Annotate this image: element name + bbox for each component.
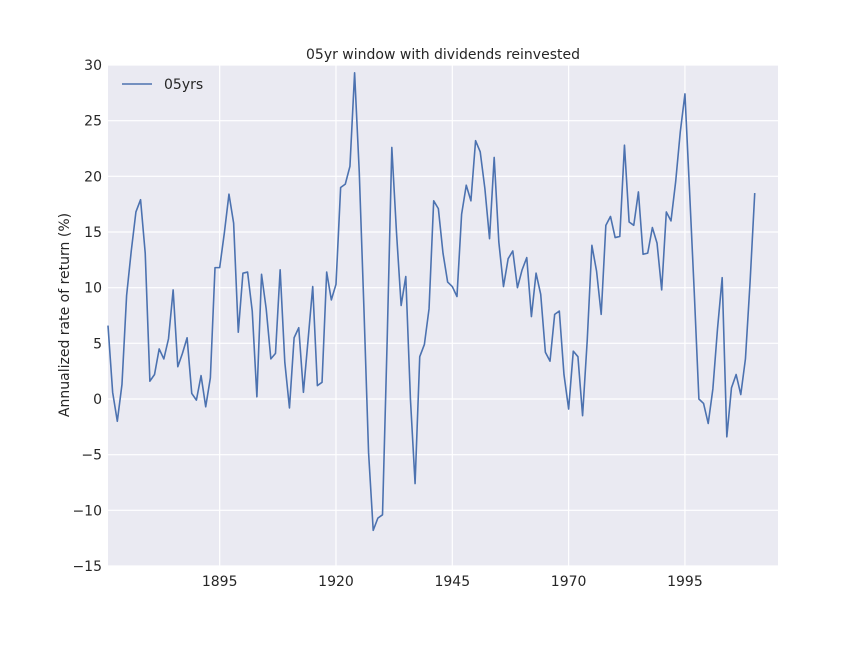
x-tick-label: 1945: [434, 574, 470, 590]
x-tick-labels: 1895 1920 1945 1970 1995: [202, 574, 703, 590]
chart-title: 05yr window with dividends reinvested: [306, 47, 580, 63]
legend-label: 05yrs: [164, 77, 203, 93]
y-tick-label: −15: [72, 559, 102, 575]
y-tick-label: 0: [93, 392, 102, 408]
x-tick-label: 1895: [202, 574, 238, 590]
y-tick-label: 15: [84, 225, 102, 241]
y-tick-label: 5: [93, 336, 102, 352]
y-tick-labels: −15 −10 −5 0 5 10 15 20 25 30: [72, 58, 102, 575]
y-tick-label: −5: [81, 448, 102, 464]
plot-area: [108, 65, 778, 566]
y-tick-label: 25: [84, 114, 102, 130]
x-tick-label: 1995: [667, 574, 703, 590]
legend: 05yrs: [122, 77, 203, 93]
x-tick-label: 1920: [318, 574, 354, 590]
y-tick-label: 10: [84, 281, 102, 297]
y-axis-label: Annualized rate of return (%): [57, 213, 73, 417]
series-line: [107, 71, 756, 532]
y-tick-label: 30: [84, 58, 102, 74]
grid-lines: [108, 64, 778, 567]
y-tick-label: 20: [84, 169, 102, 185]
series-layer: [107, 71, 756, 532]
x-tick-label: 1970: [551, 574, 587, 590]
y-tick-label: −10: [72, 503, 102, 519]
